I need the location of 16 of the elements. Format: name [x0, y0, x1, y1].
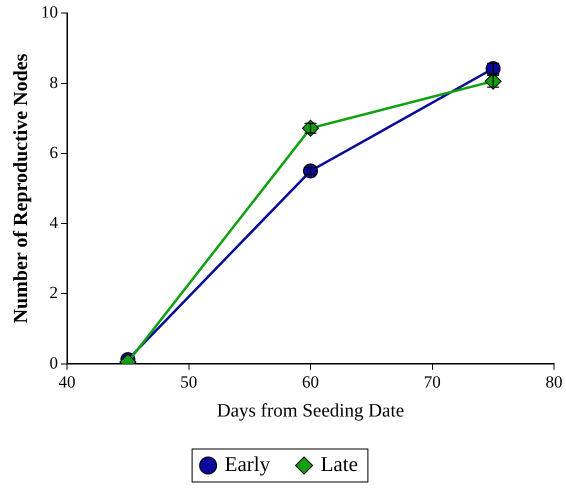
point [302, 120, 319, 137]
legend-label: Early [224, 452, 271, 476]
legend-label: Late [320, 452, 358, 476]
y-tick-label: 2 [50, 283, 58, 302]
x-axis-title: Days from Seeding Date [216, 400, 404, 422]
y-tick-label: 6 [50, 142, 58, 162]
x-tick-label: 40 [58, 372, 76, 392]
y-axis-title: Number of Reproductive Nodes [10, 53, 32, 324]
x-tick-label: 80 [546, 372, 562, 392]
y-tick-label: 10 [41, 2, 58, 22]
x-tick-label: 60 [302, 372, 319, 392]
y-tick-label: 8 [50, 72, 58, 92]
x-tick-label: 70 [424, 372, 441, 392]
y-tick-label: 4 [50, 213, 58, 232]
y-tick-label: 0 [50, 353, 58, 372]
x-tick-label: 50 [180, 372, 198, 392]
